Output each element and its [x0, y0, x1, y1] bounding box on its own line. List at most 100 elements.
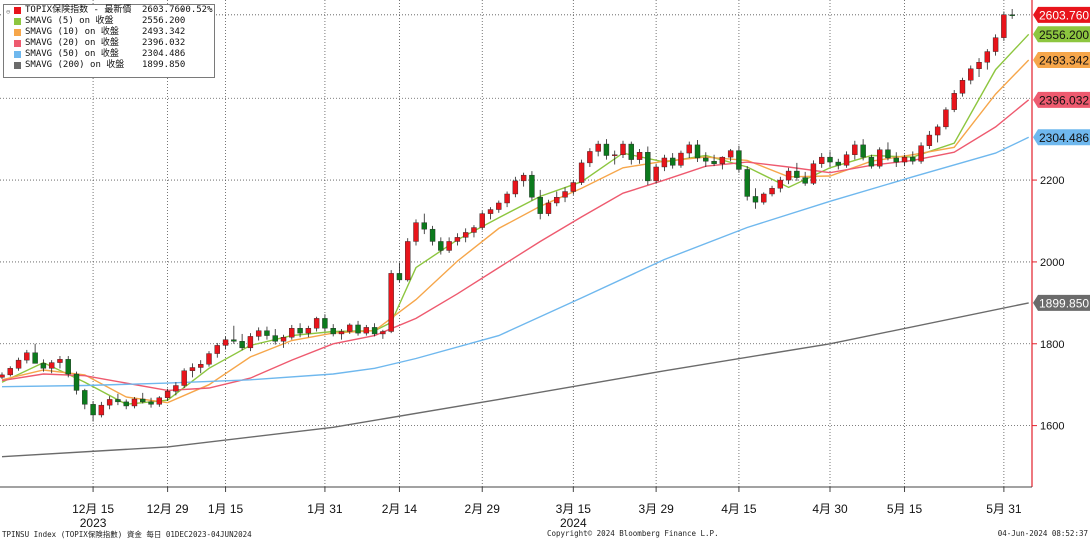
legend-name: SMAVG (50) on 收盤 — [25, 49, 119, 59]
legend-swatch — [14, 51, 21, 58]
candle-body — [297, 328, 303, 334]
x-year-label: 2023 — [80, 516, 107, 530]
candle-body — [554, 197, 560, 204]
candle-body — [562, 191, 568, 198]
candle-body — [992, 37, 999, 52]
candle-body — [694, 144, 701, 159]
value-tag-label: 2603.760 — [1039, 8, 1089, 22]
candle-body — [744, 169, 750, 197]
candle-body — [852, 144, 858, 155]
candle-body — [330, 328, 336, 335]
candle-body — [1009, 14, 1015, 16]
candle-body — [140, 398, 146, 403]
candle-body — [98, 404, 105, 416]
candle-body — [901, 156, 908, 163]
candle-body — [595, 143, 601, 152]
candle-body — [620, 143, 626, 155]
candle-body — [32, 352, 38, 364]
candle-body — [255, 330, 262, 337]
value-tag-bg — [1033, 129, 1090, 146]
ma-line — [1, 59, 1030, 404]
legend-row-sma200: SMAVG (200) on 收盤 1899.850 — [4, 60, 214, 71]
value-tag-label: 2304.486 — [1039, 131, 1089, 145]
candle-body — [843, 154, 850, 166]
legend-change: -0.52% — [180, 5, 213, 15]
candle-body — [736, 150, 742, 170]
candle-body — [504, 193, 510, 204]
x-tick-label: 12月 29 — [147, 502, 189, 516]
legend-value: 1899.850 — [142, 60, 186, 70]
candle-body — [7, 368, 13, 376]
footer-timestamp: 04-Jun-2024 08:52:37 — [997, 529, 1088, 538]
candle-body — [719, 156, 726, 164]
candle-body — [123, 401, 129, 407]
legend-name: SMAVG (10) on 收盤 — [25, 27, 119, 37]
candle-body — [636, 152, 643, 160]
legend-collapse-icon[interactable]: ⊖ — [6, 8, 11, 16]
candle-body — [761, 193, 767, 203]
legend-box[interactable]: ⊖ TOPIX保険指数 - 最新價 2603.760 -0.52% SMAVG … — [3, 4, 215, 78]
candle-body — [968, 68, 974, 81]
candle-body — [156, 397, 163, 405]
y-tick-label: 1800 — [1040, 339, 1064, 351]
y-tick-label: 2000 — [1040, 257, 1064, 269]
candle-body — [794, 170, 800, 178]
candle-body — [280, 337, 287, 342]
value-tag-label: 1899.850 — [1039, 296, 1089, 310]
candle-body — [65, 359, 71, 375]
candle-body — [537, 197, 543, 214]
candle-body — [396, 273, 403, 281]
legend-swatch — [14, 7, 21, 14]
candle-body — [438, 241, 444, 251]
candle-body — [487, 209, 494, 214]
legend-swatch — [14, 18, 21, 25]
candle-body — [578, 162, 585, 183]
candle-body — [570, 182, 577, 192]
candle-body — [247, 336, 254, 349]
candle-body — [322, 318, 328, 329]
value-tag-label: 2396.032 — [1039, 93, 1089, 107]
legend-name: SMAVG (200) on 收盤 — [25, 60, 125, 70]
candle-body — [810, 163, 817, 184]
candle-body — [181, 370, 187, 386]
value-tag-bg — [1033, 294, 1090, 311]
value-tag-label: 2493.342 — [1039, 54, 1089, 68]
candle-body — [645, 152, 651, 182]
candle-body — [529, 174, 535, 198]
candle-body — [313, 318, 320, 329]
value-tag-bg — [1033, 6, 1090, 23]
legend-value: 2603.760 — [142, 5, 186, 15]
legend-value: 2493.342 — [142, 27, 186, 37]
ma-line — [1, 99, 1030, 392]
candle-body — [777, 179, 784, 189]
candle-body — [893, 157, 899, 163]
candle-body — [338, 331, 345, 335]
candle-body — [835, 161, 841, 166]
candle-body — [727, 150, 734, 158]
candle-body — [462, 232, 469, 238]
candle-body — [1001, 14, 1007, 38]
x-tick-label: 12月 15 — [72, 502, 114, 516]
candle-body — [24, 352, 30, 361]
candle-body — [520, 174, 527, 182]
candle-body — [910, 156, 916, 162]
candle-body — [612, 154, 618, 156]
legend-row-price: TOPIX保険指数 - 最新價 2603.760 -0.52% — [4, 5, 214, 16]
value-tag-bg — [1033, 52, 1090, 69]
candle-body — [405, 241, 411, 281]
candle-body — [355, 324, 361, 334]
x-tick-label: 5月 31 — [986, 502, 1022, 516]
candle-body — [0, 374, 5, 378]
candle-body — [164, 391, 171, 398]
x-tick-label: 2月 29 — [465, 502, 501, 516]
candle-body — [984, 51, 991, 63]
candle-body — [976, 62, 982, 69]
candle-body — [661, 157, 668, 168]
legend-name: SMAVG (5) on 收盤 — [25, 16, 114, 26]
value-tag-bg — [1033, 26, 1090, 43]
candle-body — [413, 222, 419, 242]
candle-body — [868, 156, 875, 167]
legend-value: 2556.200 — [142, 16, 186, 26]
x-tick-label: 1月 31 — [307, 502, 343, 516]
